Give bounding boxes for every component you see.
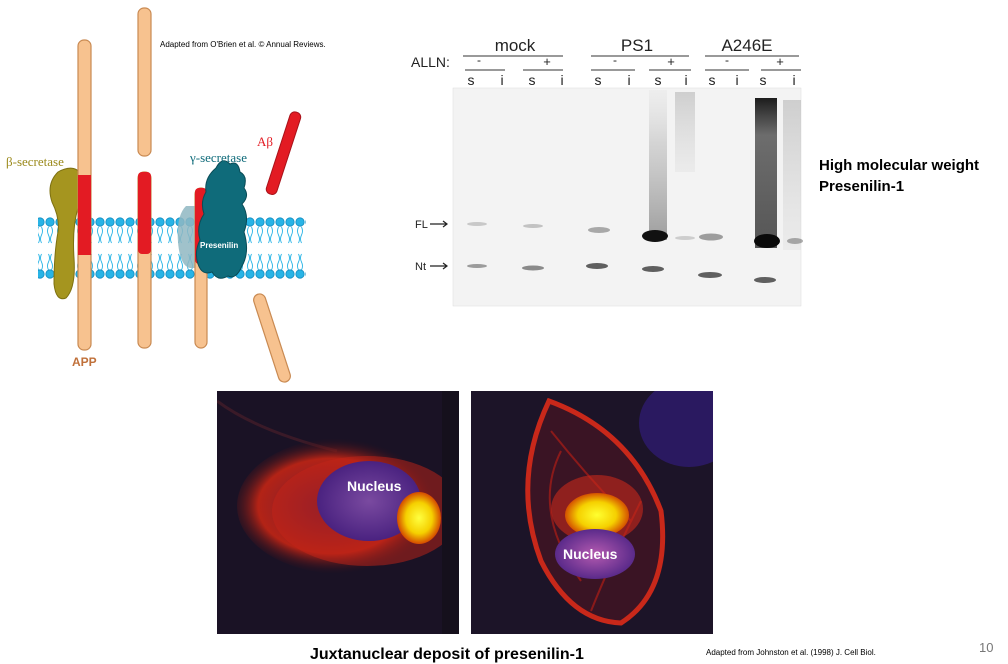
app-red-segment-2 [138,172,151,254]
group-label-mock: mock [495,36,536,55]
bottom-citation: Adapted from Johnston et al. (1998) J. C… [706,648,876,657]
fl-marker-label: FL [415,219,428,231]
presenilin-label: Presenilin [200,241,238,250]
beta-secretase-label: β-secretase [6,154,64,169]
lane-label-1: s [468,72,475,88]
group-label-a246e: A246E [721,36,772,55]
lane-label-9: s [709,72,716,88]
nucleus-label-left: Nucleus [347,478,402,494]
gamma-secretase-shape [195,160,248,279]
lane-label-5: s [595,72,602,88]
app-rod-2-upper [137,7,152,157]
gamma-secretase-label: γ-secretase [189,150,247,165]
abeta-label: Aβ [257,134,273,149]
nucleus-label-right: Nucleus [563,546,618,562]
gel-membrane [452,87,802,307]
alln-label: ALLN: [411,54,450,70]
app-label: APP [72,355,97,369]
lane-label-12: i [792,72,795,88]
lane-label-3: s [529,72,536,88]
high-mw-label: High molecular weight Presenilin-1 [819,157,980,195]
lane-label-7: s [655,72,662,88]
abeta-fragment [265,111,302,195]
app-processing-diagram: β-secretase γ-secretase Presenilin Aβ AP… [6,7,306,383]
top-citation: Adapted from O'Brien et al. © Annual Rev… [160,40,326,49]
alln-sign-5: - [725,53,729,67]
gamma-secretase-light-shape [177,206,198,268]
app-red-segment-1 [78,175,91,255]
alln-sign-1: - [477,53,481,67]
group-label-ps1: PS1 [621,36,653,55]
lane-label-2: i [500,72,503,88]
app-released-fragment [253,293,291,383]
lane-label-6: i [627,72,630,88]
alln-sign-2: + [543,54,551,69]
alln-sign-3: - [613,53,617,67]
lane-label-4: i [560,72,563,88]
micrograph-left: Nucleus [217,391,459,634]
lane-label-10: i [735,72,738,88]
lane-label-11: s [760,72,767,88]
alln-sign-4: + [667,54,675,69]
slide-number: 10 [979,640,994,655]
alln-sign-6: + [776,54,784,69]
figure-caption: Juxtanuclear deposit of presenilin-1 [310,646,584,663]
nt-marker-label: Nt [415,261,426,273]
western-blot: mock PS1 A246E ALLN: - + - + - + s i s i… [411,36,803,307]
nucleus-right [555,529,635,579]
micrograph-right: Nucleus [471,391,713,634]
lane-label-8: i [684,72,687,88]
nucleus-left [317,461,421,541]
